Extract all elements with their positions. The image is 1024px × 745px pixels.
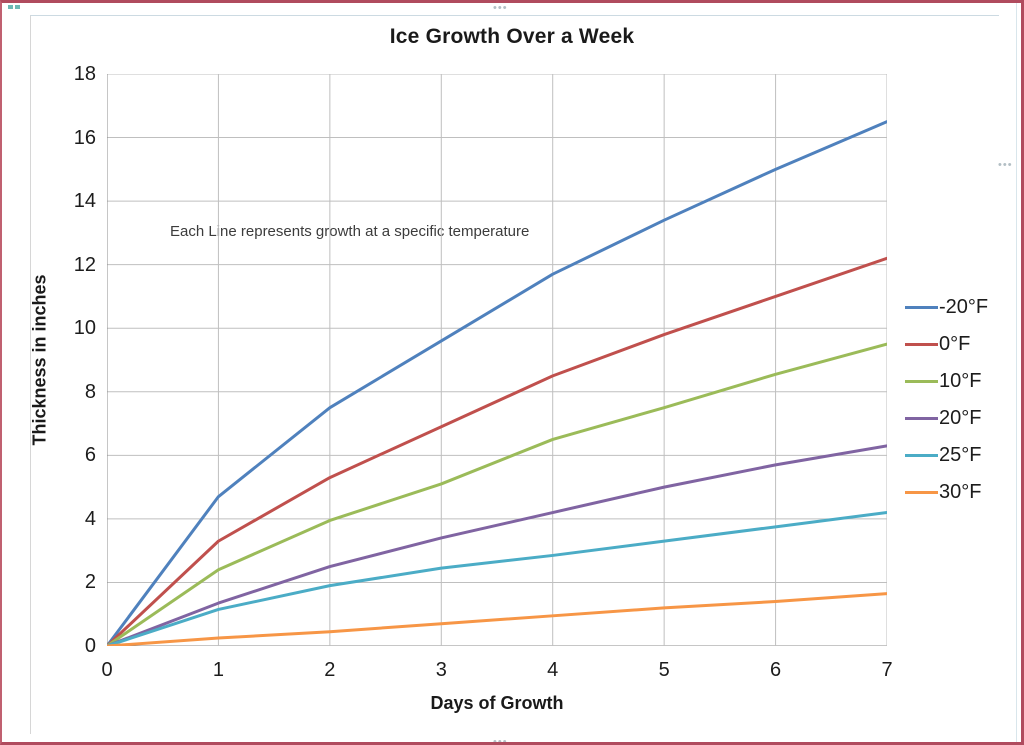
resize-handle-bottom: ••• bbox=[493, 736, 508, 745]
legend-item: -20°F bbox=[905, 289, 988, 326]
chart-title: Ice Growth Over a Week bbox=[389, 25, 635, 48]
legend-line-swatch bbox=[905, 454, 938, 457]
y-tick-label: 18 bbox=[73, 63, 96, 85]
y-tick-label: 4 bbox=[84, 507, 96, 530]
plot-area bbox=[105, 73, 889, 648]
chart-legend: -20°F 0°F 10°F 20°F 25°F 30°F bbox=[905, 289, 988, 511]
y-tick-label: 16 bbox=[73, 126, 96, 149]
x-tick-label: 5 bbox=[658, 659, 670, 681]
y-tick-label: 0 bbox=[84, 635, 96, 657]
resize-handle-right: ••• bbox=[998, 159, 1013, 171]
x-tick-label: 0 bbox=[101, 659, 113, 681]
legend-label: -20°F bbox=[939, 296, 989, 318]
legend-label: 20°F bbox=[939, 407, 982, 429]
y-tick-label: 8 bbox=[84, 380, 96, 403]
legend-label: 0°F bbox=[939, 333, 971, 355]
resize-handle-top: ••• bbox=[493, 2, 508, 14]
chart-annotation: Each Line represents growth at a specifi… bbox=[170, 223, 530, 240]
legend-item: 0°F bbox=[905, 326, 988, 363]
legend-item: 30°F bbox=[905, 474, 988, 511]
legend-item: 10°F bbox=[905, 363, 988, 400]
y-axis-title: Thickness in inches bbox=[29, 274, 50, 446]
x-tick-label: 3 bbox=[435, 659, 447, 681]
artifact-mark bbox=[8, 5, 13, 9]
legend-label: 30°F bbox=[939, 481, 982, 503]
legend-item: 20°F bbox=[905, 400, 988, 437]
x-axis-title: Days of Growth bbox=[430, 693, 564, 713]
legend-line-swatch bbox=[905, 380, 938, 383]
legend-line-swatch bbox=[905, 491, 938, 494]
x-tick-label: 7 bbox=[881, 659, 893, 681]
legend-line-swatch bbox=[905, 417, 938, 420]
legend-line-swatch bbox=[905, 306, 938, 309]
x-tick-label: 6 bbox=[770, 659, 782, 681]
y-tick-label: 6 bbox=[84, 444, 96, 467]
legend-label: 25°F bbox=[939, 444, 982, 466]
y-tick-label: 14 bbox=[73, 190, 96, 213]
y-tick-label: 2 bbox=[84, 571, 96, 594]
y-tick-label: 10 bbox=[73, 317, 96, 340]
x-tick-label: 4 bbox=[547, 659, 559, 681]
x-tick-label: 2 bbox=[324, 659, 336, 681]
legend-item: 25°F bbox=[905, 437, 988, 474]
x-tick-label: 1 bbox=[212, 659, 224, 681]
legend-label: 10°F bbox=[939, 370, 982, 392]
legend-line-swatch bbox=[905, 343, 938, 346]
y-tick-label: 12 bbox=[73, 253, 96, 276]
plot-svg bbox=[105, 73, 889, 648]
artifact-mark bbox=[15, 5, 20, 9]
page-inner-border bbox=[1016, 3, 1017, 742]
